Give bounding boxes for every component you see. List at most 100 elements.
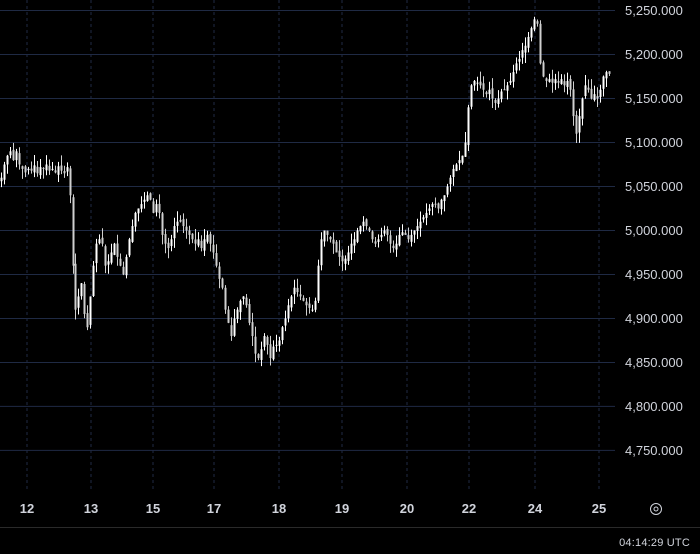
- candle-body: [551, 78, 554, 83]
- candle-body: [323, 230, 326, 242]
- candle-body: [389, 235, 392, 244]
- candle-body: [69, 168, 72, 196]
- candle-body: [36, 166, 39, 174]
- candle-body: [149, 193, 152, 200]
- candle-body: [146, 195, 149, 201]
- candle-body: [530, 28, 533, 38]
- candle-body: [257, 354, 260, 359]
- candle-body: [314, 300, 317, 310]
- candle-body: [587, 87, 590, 90]
- utc-clock[interactable]: 04:14:29 UTC: [619, 537, 690, 549]
- candle-body: [167, 242, 170, 249]
- x-tick-label: 22: [462, 501, 476, 516]
- candle-body: [290, 296, 293, 308]
- candle-body: [356, 230, 359, 242]
- candle-body: [566, 80, 569, 87]
- candle-body: [341, 255, 344, 262]
- candle-body: [311, 309, 314, 311]
- candle-body: [15, 151, 18, 161]
- candle-body: [509, 80, 512, 83]
- candle-body: [581, 98, 584, 119]
- candle-body: [155, 204, 158, 213]
- candle-body: [191, 233, 194, 240]
- candle-body: [194, 239, 197, 244]
- candle-body: [287, 305, 290, 319]
- candle-body: [608, 71, 611, 74]
- candle-body: [24, 166, 27, 173]
- candle-body: [158, 203, 161, 213]
- candle-body: [227, 309, 230, 323]
- candle-body: [161, 213, 164, 235]
- candle-body: [368, 228, 371, 231]
- candle-body: [215, 253, 218, 266]
- candle-body: [122, 266, 125, 275]
- candle-body: [545, 78, 548, 81]
- candle-body: [452, 168, 455, 177]
- candle-body: [458, 160, 461, 164]
- candle-body: [101, 237, 104, 244]
- candle-body: [188, 230, 191, 235]
- candle-body: [413, 230, 416, 235]
- candle-body: [284, 318, 287, 326]
- candle-body: [266, 336, 269, 345]
- candle-body: [206, 234, 209, 242]
- candle-body: [119, 258, 122, 266]
- y-axis: 4,750.000 4,800.000 4,850.000 4,900.000 4,95…: [625, 3, 683, 458]
- candle-body: [203, 239, 206, 251]
- candle-body: [60, 165, 63, 171]
- candle-body: [365, 219, 368, 227]
- candle-body: [281, 327, 284, 341]
- candle-body: [173, 226, 176, 239]
- candle-body: [572, 89, 575, 117]
- candle-body: [332, 239, 335, 244]
- candle-body: [54, 170, 57, 173]
- candle-body: [476, 82, 479, 84]
- candle-body: [18, 153, 21, 165]
- candle-body: [164, 234, 167, 244]
- candle-body: [380, 234, 383, 238]
- candle-body: [398, 234, 401, 246]
- candle-body: [422, 217, 425, 220]
- candle-body: [278, 340, 281, 346]
- candle-body: [95, 243, 98, 264]
- candle-body: [143, 199, 146, 202]
- candle-body: [116, 243, 119, 257]
- candle-body: [590, 88, 593, 99]
- candle-body: [245, 297, 248, 306]
- candle-body: [584, 85, 587, 97]
- candle-body: [401, 232, 404, 236]
- candle-body: [539, 23, 542, 64]
- candle-body: [449, 177, 452, 185]
- candle-body: [578, 116, 581, 133]
- candle-body: [563, 81, 566, 86]
- chart-settings-icon[interactable]: [649, 502, 663, 516]
- candle-body: [299, 294, 302, 297]
- candle-body: [176, 221, 179, 226]
- candle-body: [575, 114, 578, 134]
- candle-body: [131, 226, 134, 242]
- candle-body: [485, 92, 488, 95]
- y-tick-label: 4,950.000: [625, 267, 683, 282]
- candle-body: [350, 243, 353, 254]
- candle-body: [212, 244, 215, 253]
- candle-body: [230, 325, 233, 337]
- y-tick-label: 5,000.000: [625, 223, 683, 238]
- candle-body: [353, 239, 356, 246]
- candle-body: [92, 265, 95, 297]
- y-tick-label: 5,100.000: [625, 135, 683, 150]
- x-tick-label: 17: [207, 501, 221, 516]
- candle-body: [113, 243, 116, 255]
- candle-body: [308, 303, 311, 308]
- y-tick-label: 5,150.000: [625, 91, 683, 106]
- candle-body: [386, 228, 389, 235]
- y-tick-label: 4,800.000: [625, 399, 683, 414]
- x-tick-label: 13: [84, 501, 98, 516]
- candle-body: [443, 195, 446, 202]
- candle-body: [434, 203, 437, 205]
- candle-body: [9, 151, 12, 156]
- candle-body: [470, 85, 473, 107]
- candle-body: [377, 239, 380, 243]
- candle-body: [182, 219, 185, 227]
- candle-body: [521, 50, 524, 58]
